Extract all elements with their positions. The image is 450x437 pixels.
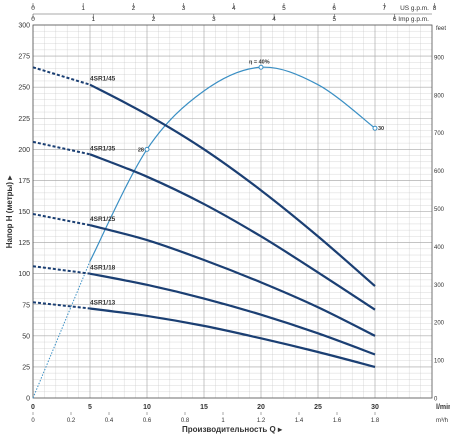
series-label-4SR1/25: 4SR1/25: [90, 216, 116, 223]
x-tick-label: 20: [257, 404, 265, 411]
us-gpm-tick-label: 8: [433, 5, 437, 12]
us-gpm-tick-label: 6: [332, 5, 336, 12]
y-tick-label: 275: [18, 54, 30, 61]
x-axis-title: Производительность Q ▸: [182, 425, 283, 434]
m3h-tick-label: 0.2: [67, 418, 76, 424]
y-tick-label: 100: [18, 271, 30, 278]
efficiency-curve: [89, 66, 376, 262]
series-line-4SR1/45: [89, 83, 376, 287]
imp-gpm-tick-label: 5: [333, 16, 337, 23]
imp-gpm-tick-label: 0: [31, 16, 35, 23]
feet-tick-label: 100: [434, 359, 445, 365]
m3h-tick-label: 0.6: [143, 418, 152, 424]
imp-gpm-tick-label: 1: [91, 16, 95, 23]
feet-tick-label: 400: [434, 245, 445, 251]
m3h-tick-label: 1.4: [295, 418, 304, 424]
feet-tick-label: 900: [434, 55, 445, 61]
efficiency-marker: [372, 125, 378, 131]
series-label-4SR1/18: 4SR1/18: [90, 265, 116, 272]
m3h-tick-label: 1: [221, 418, 225, 424]
m3h-tick-label: 1.6: [333, 418, 342, 424]
y-tick-label: 25: [22, 364, 30, 371]
feet-tick-label: 700: [434, 131, 445, 137]
imp-gpm-tick-label: 6: [393, 16, 397, 23]
series-line-4SR1/18: [89, 272, 376, 356]
feet-tick-label: 600: [434, 169, 445, 175]
efficiency-label-30: 30: [378, 126, 384, 132]
us-gpm-tick-label: 3: [182, 5, 186, 12]
y-tick-label: 225: [18, 116, 30, 123]
us-gpm-tick-label: 5: [282, 5, 286, 12]
y-tick-label: 125: [18, 240, 30, 247]
y-axis-title: Напор H (метры) ▸: [5, 175, 14, 249]
feet-unit: feet: [436, 26, 446, 32]
y-tick-label: 175: [18, 178, 30, 185]
plot-frame: [32, 24, 433, 399]
us-gpm-tick-label: 4: [232, 5, 236, 12]
feet-tick-label: 500: [434, 207, 445, 213]
us-gpm-tick-label: 7: [383, 5, 387, 12]
us-gpm-tick-label: 0: [31, 5, 35, 12]
us-gpm-tick-label: 1: [81, 5, 85, 12]
series-line-4SR1/35: [89, 153, 376, 311]
us-gpm-unit: US g.p.m.: [400, 5, 429, 12]
series-dashed-4SR1/45: [32, 66, 91, 86]
m3h-tick-label: 1.2: [257, 418, 266, 424]
series-label-4SR1/35: 4SR1/35: [90, 145, 116, 152]
feet-tick-label: 300: [434, 283, 445, 289]
y-tick-label: 50: [22, 333, 30, 340]
x-tick-label: 15: [200, 404, 208, 411]
m3h-tick-label: 0.8: [181, 418, 190, 424]
m3h-unit-label: m³/h: [436, 418, 448, 424]
efficiency-curve-dotted: [32, 261, 91, 399]
y-tick-label: 150: [18, 209, 30, 216]
x-tick-label: 5: [88, 404, 92, 411]
x-tick-label: 30: [371, 404, 379, 411]
series-label-4SR1/13: 4SR1/13: [90, 299, 116, 306]
feet-tick-label: 0: [434, 397, 438, 403]
x-tick-label: 10: [143, 404, 151, 411]
imp-gpm-unit: Imp g.p.m.: [398, 16, 429, 23]
series-dashed-4SR1/13: [32, 301, 91, 310]
series-line-4SR1/13: [89, 307, 376, 368]
efficiency-label-28: 28: [138, 147, 144, 153]
series-label-4SR1/45: 4SR1/45: [90, 76, 116, 83]
imp-gpm-tick-label: 2: [152, 16, 156, 23]
efficiency-label-max: η = 40%: [249, 59, 270, 65]
m3h-tick-label: 1.8: [371, 418, 380, 424]
y-tick-label: 250: [18, 85, 30, 92]
series-dashed-4SR1/25: [32, 213, 91, 227]
x-unit-label: l/min: [436, 404, 450, 411]
y-tick-label: 200: [18, 147, 30, 154]
series-dashed-4SR1/18: [32, 265, 91, 275]
imp-gpm-tick-label: 4: [272, 16, 276, 23]
efficiency-marker: [144, 146, 150, 152]
us-gpm-tick-label: 2: [132, 5, 136, 12]
x-tick-label: 25: [314, 404, 322, 411]
feet-tick-label: 200: [434, 321, 445, 327]
y-tick-label: 75: [22, 302, 30, 309]
series-dashed-4SR1/35: [32, 140, 91, 156]
y-tick-label: 300: [18, 23, 30, 30]
imp-gpm-tick-label: 3: [212, 16, 216, 23]
x-tick-label: 0: [31, 404, 35, 411]
y-tick-label: 0: [26, 396, 30, 403]
m3h-tick-label: 0.4: [105, 418, 114, 424]
feet-tick-label: 800: [434, 93, 445, 99]
efficiency-marker: [258, 64, 264, 70]
m3h-tick-label: 0: [31, 418, 35, 424]
series-line-4SR1/25: [89, 224, 376, 337]
